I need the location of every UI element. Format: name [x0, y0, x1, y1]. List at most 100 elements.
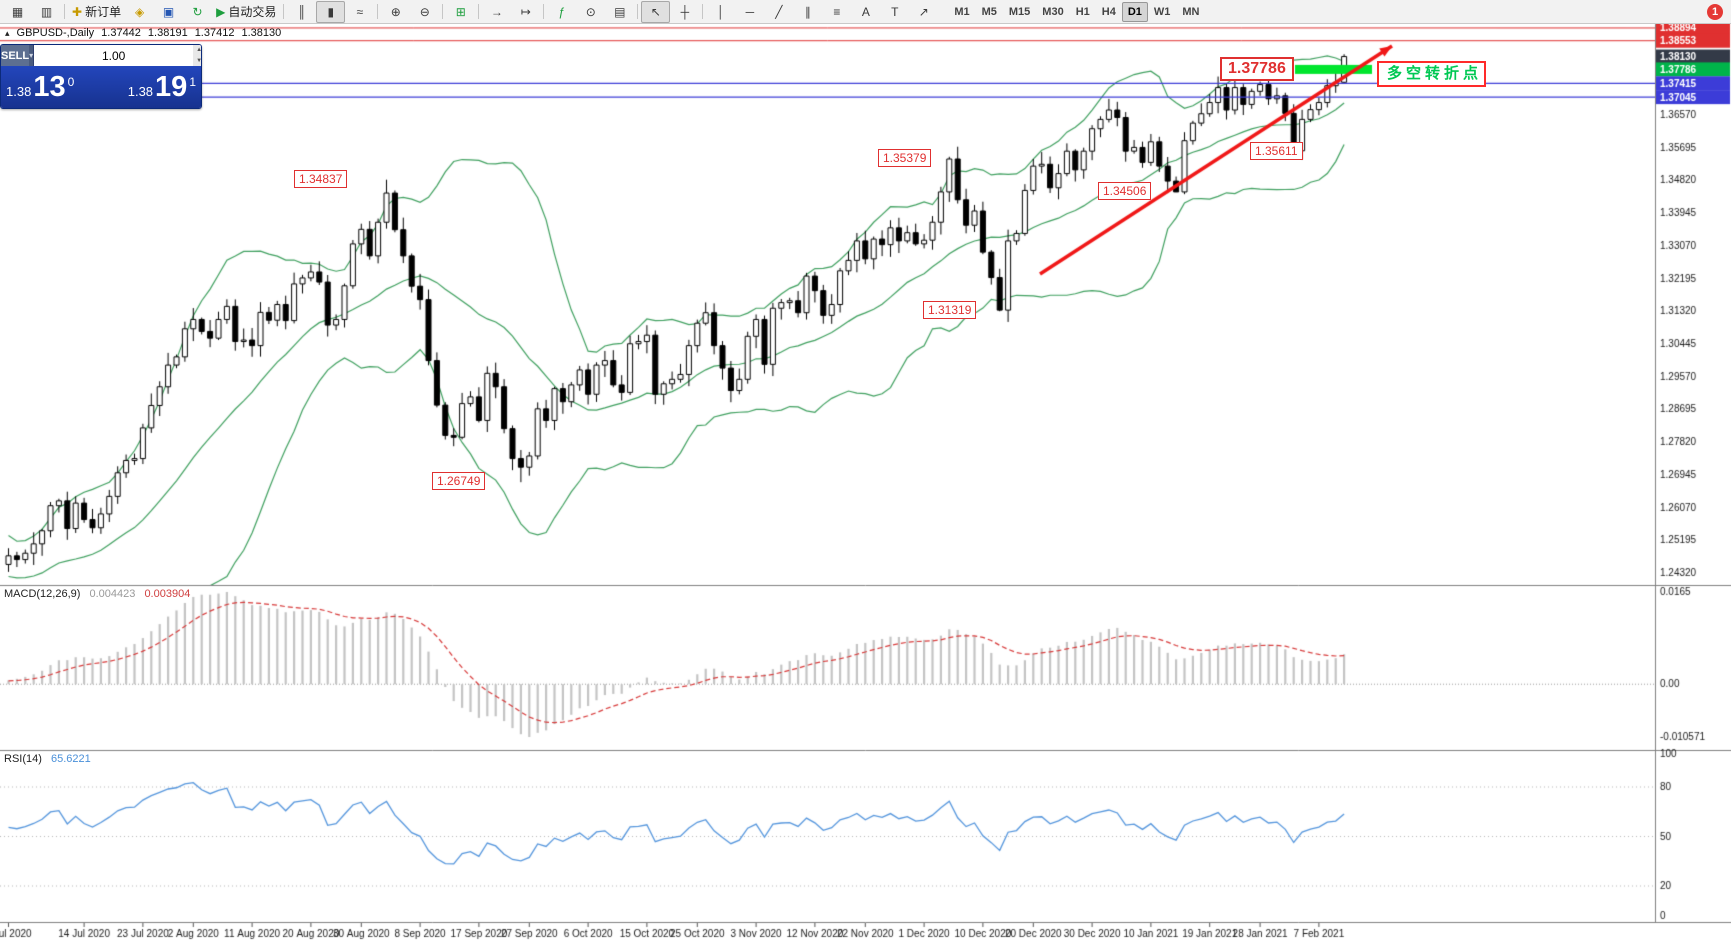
price-annotation-135379[interactable]: 1.35379 — [878, 149, 932, 167]
autotrading-button[interactable]: ▶ 自动交易 — [212, 1, 280, 23]
toolbar: ▦ ▥ ✚ 新订单 ◈ ▣ ↻ ▶ 自动交易 — [0, 0, 1731, 24]
new-order-button[interactable]: ✚ 新订单 — [68, 1, 125, 23]
ohlc-open: 1.37442 — [101, 27, 141, 39]
ohlc-high: 1.38191 — [147, 27, 188, 39]
candlestick-chart-button[interactable]: ▮ — [316, 0, 346, 23]
refresh-button[interactable]: ↻ — [183, 1, 212, 23]
toolbar-icon: ≈ — [356, 4, 364, 19]
toolbar-icon: ↦ — [520, 4, 531, 19]
cursor-button[interactable]: ↖ — [641, 0, 671, 23]
timeframe-group: M1 M5 M15 M30 H1 H4 D1 W1 MN — [948, 1, 1205, 22]
tf-mn-button[interactable]: MN — [1182, 5, 1200, 18]
lot-size-box: ▲ ▼ — [33, 45, 202, 66]
toolbar-icon: │ — [717, 4, 725, 19]
horizontal-line-button[interactable]: ─ — [735, 1, 764, 23]
buy-price-prefix: 1.38 — [127, 83, 154, 99]
tf-m15-button[interactable]: M15 — [1008, 5, 1031, 18]
price-annotation-137786[interactable]: 1.37786 — [1220, 57, 1294, 81]
tf-h4-button[interactable]: H4 — [1101, 5, 1116, 18]
lot-size-stepper: ▲ ▼ — [193, 45, 202, 66]
tf-d1-button[interactable]: D1 — [1121, 1, 1148, 22]
periods-button[interactable]: ⊙ — [576, 1, 605, 23]
channel-button[interactable]: ∥ — [793, 1, 822, 23]
sell-price-pips: 13 — [33, 70, 66, 103]
vertical-line-button[interactable]: │ — [706, 1, 735, 23]
buy-price[interactable]: 1.38 19 1 — [128, 71, 196, 104]
toolbar-icon: ≡ — [833, 4, 841, 19]
toolbar-separator — [377, 4, 379, 19]
toolbar-icon: ╱ — [775, 4, 783, 19]
chart-symbol-icon: ▴ — [5, 27, 10, 38]
price-annotation-134506[interactable]: 1.34506 — [1098, 182, 1152, 200]
toolbar-button-label: 新订单 — [85, 5, 122, 19]
toolbar-icon: ┼ — [680, 4, 690, 19]
toolbar-icon: ↖ — [650, 4, 661, 19]
price-annotation-134837[interactable]: 1.34837 — [294, 170, 348, 188]
fibonacci-button[interactable]: ≡ — [822, 1, 851, 23]
order-options-dropdown[interactable]: ▾ — [29, 45, 34, 66]
toolbar-icon: ▤ — [614, 4, 626, 19]
toolbar-icon: ∥ — [804, 4, 811, 19]
market-watch-button[interactable]: ◈ — [125, 1, 154, 23]
toolbar-icon: ▮ — [327, 4, 335, 19]
toolbar-icon: ▣ — [162, 4, 175, 19]
toolbar-icon: ƒ — [558, 4, 566, 19]
sell-button[interactable]: SELL — [1, 45, 30, 66]
toolbar-icon: ◈ — [134, 4, 145, 19]
tf-h1-button[interactable]: H1 — [1075, 5, 1090, 18]
macd-main-value: 0.004423 — [89, 588, 136, 600]
indicators-button[interactable]: ƒ — [547, 1, 576, 23]
buy-price-pips: 19 — [155, 70, 188, 103]
trendline-button[interactable]: ╱ — [764, 1, 793, 23]
notification-badge[interactable]: 1 — [1707, 3, 1723, 20]
tf-m5-button[interactable]: M5 — [981, 5, 997, 18]
templates-button[interactable]: ▤ — [605, 1, 634, 23]
tile-windows-button[interactable]: ⊞ — [446, 1, 475, 23]
sell-price-point: 0 — [67, 74, 75, 89]
new-chart-button[interactable]: ▦ — [3, 1, 32, 23]
text-label-button[interactable]: T — [880, 1, 909, 23]
toolbar-icon: ⊞ — [455, 4, 466, 19]
toolbar-separator — [702, 4, 704, 19]
lot-increase-button[interactable]: ▲ — [196, 47, 202, 54]
tf-w1-button[interactable]: W1 — [1153, 5, 1171, 18]
toolbar-icon: ▦ — [11, 4, 24, 19]
tf-m30-button[interactable]: M30 — [1042, 5, 1064, 18]
toolbar-icon: ⊖ — [419, 4, 430, 19]
zoom-out-button[interactable]: ⊖ — [410, 1, 439, 23]
sell-price[interactable]: 1.38 13 0 — [6, 71, 74, 104]
tf-m1-button[interactable]: M1 — [954, 5, 970, 18]
macd-name: MACD(12,26,9) — [4, 588, 81, 600]
price-annotation-131319[interactable]: 1.31319 — [923, 301, 977, 319]
auto-scroll-button[interactable]: → — [482, 1, 511, 23]
text-button[interactable]: A — [851, 1, 880, 23]
price-annotation-135611[interactable]: 1.35611 — [1250, 142, 1303, 160]
arrows-button[interactable]: ↗ — [909, 1, 938, 23]
toolbar-icon: ║ — [297, 4, 307, 19]
zoom-in-button[interactable]: ⊕ — [381, 1, 410, 23]
sell-price-prefix: 1.38 — [6, 83, 32, 99]
chart-symbol-period: GBPUSD-,Daily — [16, 27, 95, 39]
rsi-value: 65.6221 — [50, 753, 91, 765]
macd-signal-value: 0.003904 — [144, 588, 191, 600]
chart-title: ▴ GBPUSD-,Daily 1.37442 1.38191 1.37412 … — [5, 27, 281, 39]
rsi-label: RSI(14) 65.6221 — [4, 753, 91, 765]
toolbar-button-label: 自动交易 — [228, 5, 277, 19]
price-annotation-126749[interactable]: 1.26749 — [432, 472, 486, 490]
turning-point-label[interactable]: 多空转折点 — [1377, 61, 1487, 87]
profiles-button[interactable]: ▥ — [32, 1, 61, 23]
bar-chart-button[interactable]: ║ — [287, 1, 316, 23]
data-window-button[interactable]: ▣ — [154, 1, 183, 23]
crosshair-button[interactable]: ┼ — [670, 1, 699, 23]
line-chart-button[interactable]: ≈ — [345, 1, 374, 23]
toolbar-separator — [442, 4, 444, 19]
one-click-trade-panel: SELL ▾ ▲ ▼ BUY 1.38 13 0 1.38 19 1 — [0, 44, 202, 109]
toolbar-icon: ↻ — [192, 4, 203, 19]
toolbar-icon: ─ — [745, 4, 755, 19]
lot-decrease-button[interactable]: ▼ — [196, 57, 202, 64]
lot-size-input[interactable] — [34, 45, 194, 66]
chart-shift-button[interactable]: ↦ — [511, 1, 540, 23]
toolbar-icon: ⊙ — [585, 4, 596, 19]
